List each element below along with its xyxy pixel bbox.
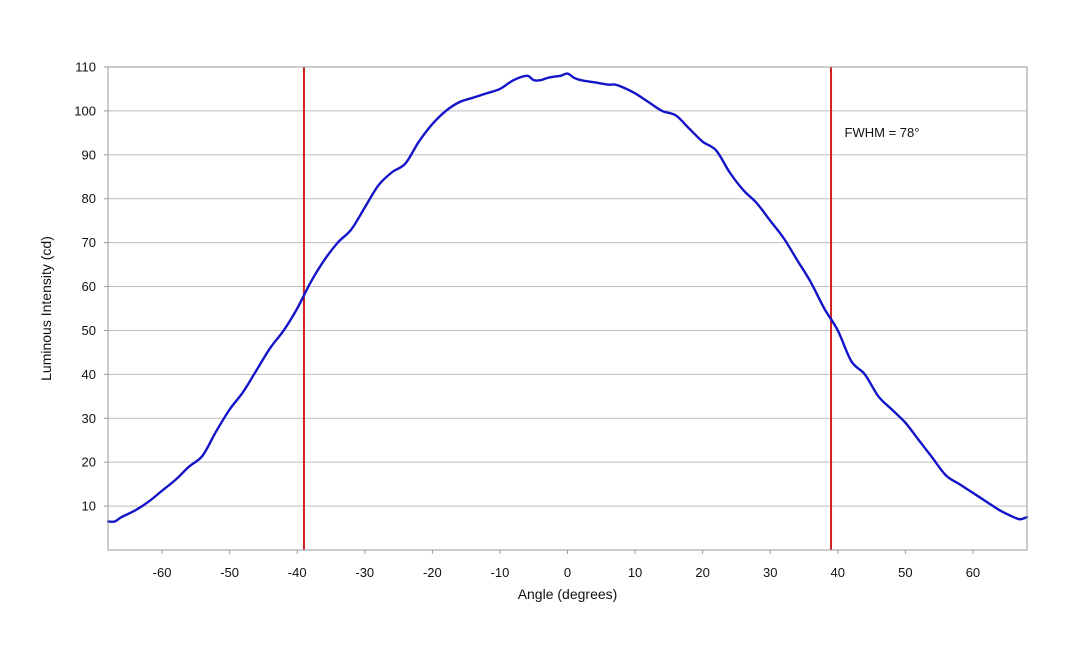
y-axis-title: Luminous Intensity (cd) <box>38 236 54 381</box>
x-tick-label: -20 <box>423 565 442 580</box>
x-tick-label: -50 <box>220 565 239 580</box>
fwhm-annotation: FWHM = 78° <box>845 125 920 140</box>
x-tick-label: 40 <box>831 565 845 580</box>
y-tick-label: 60 <box>82 279 96 294</box>
y-tick-label: 50 <box>82 323 96 338</box>
x-tick-label: -60 <box>153 565 172 580</box>
x-tick-label: 20 <box>695 565 709 580</box>
y-tick-label: 80 <box>82 191 96 206</box>
y-tick-label: 70 <box>82 235 96 250</box>
y-tick-label: 10 <box>82 499 96 514</box>
series-line <box>106 72 1029 523</box>
y-tick-label: 40 <box>82 367 96 382</box>
y-axis-ticks: 10 20 30 40 50 60 70 80 90 100 110 <box>74 60 108 514</box>
y-tick-label: 90 <box>82 147 96 162</box>
x-tick-label: 60 <box>966 565 980 580</box>
x-axis-title: Angle (degrees) <box>518 586 618 602</box>
y-tick-label: 30 <box>82 411 96 426</box>
x-axis-ticks: -60 -50 -40 -30 -20 -10 0 10 20 30 40 50 60 <box>153 550 980 580</box>
x-tick-label: -30 <box>355 565 374 580</box>
y-tick-label: 20 <box>82 455 96 470</box>
x-tick-label: 50 <box>898 565 912 580</box>
x-tick-label: 0 <box>564 565 571 580</box>
x-tick-label: -10 <box>491 565 510 580</box>
x-tick-label: 10 <box>628 565 642 580</box>
y-tick-label: 100 <box>74 103 96 118</box>
x-tick-label: -40 <box>288 565 307 580</box>
x-tick-label: 30 <box>763 565 777 580</box>
y-tick-label: 110 <box>75 60 96 75</box>
fwhm-lines <box>302 67 833 550</box>
series-layer <box>106 72 1029 523</box>
